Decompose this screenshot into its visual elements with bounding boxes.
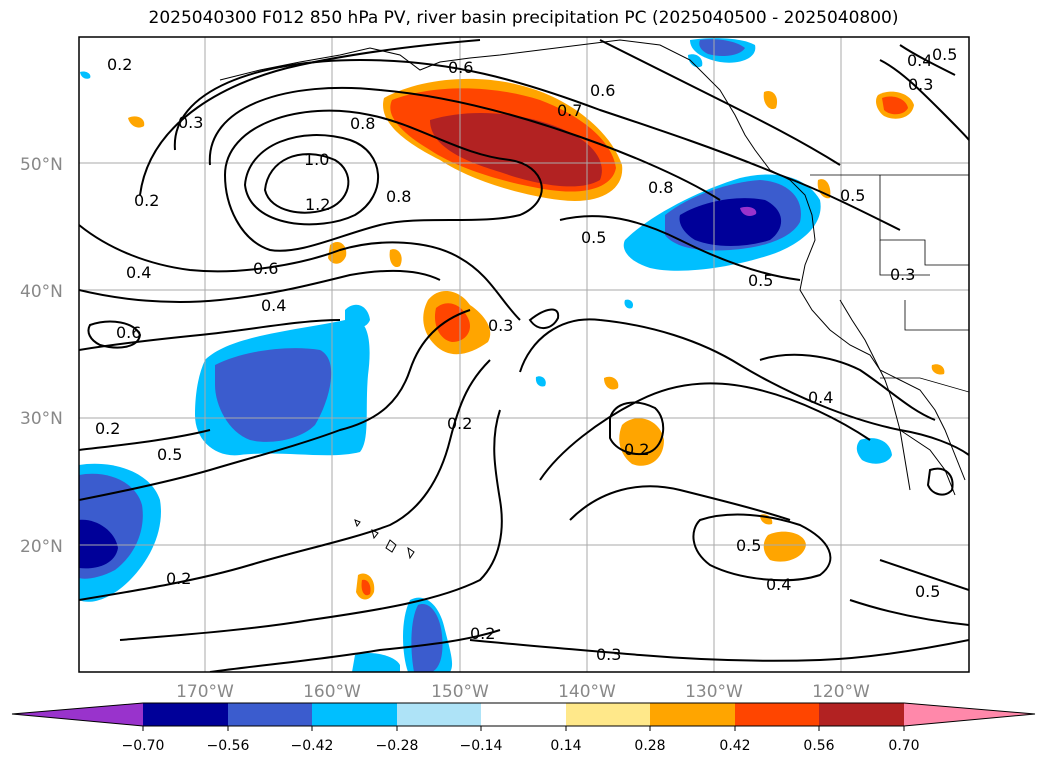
contour-label: 0.2 <box>470 624 495 643</box>
lat-label-20n: 20°N <box>20 537 63 557</box>
contour-label: 0.4 <box>261 296 286 315</box>
lat-label-30n: 30°N <box>20 409 63 429</box>
lon-label-170w: 170°W <box>176 682 234 702</box>
latitude-labels: 50°N 40°N 30°N 20°N <box>20 155 63 557</box>
colorbar-cell <box>481 703 566 726</box>
colorbar-tick-label: −0.70 <box>122 738 165 754</box>
contour-label: 1.2 <box>305 195 330 214</box>
lon-label-150w: 150°W <box>431 682 489 702</box>
lat-label-40n: 40°N <box>20 282 63 302</box>
contour-label: 0.6 <box>448 58 473 77</box>
contour-label: 0.8 <box>648 178 673 197</box>
contour-label: 0.6 <box>116 323 141 342</box>
colorbar-tick-label: 0.56 <box>803 738 834 754</box>
contour-label: 0.2 <box>624 440 649 459</box>
lon-label-130w: 130°W <box>685 682 743 702</box>
map-frame <box>78 36 970 673</box>
contour-label: 0.5 <box>932 45 957 64</box>
contour-labels: 0.2 0.3 0.8 1.0 1.2 0.2 0.8 0.6 0.7 0.6 … <box>95 45 957 664</box>
colorbar-cell <box>12 703 143 726</box>
lon-label-160w: 160°W <box>303 682 361 702</box>
political-borders <box>810 174 969 393</box>
contour-label: 0.5 <box>736 536 761 555</box>
colorbar-cell <box>566 703 650 726</box>
colorbar-cell <box>650 703 735 726</box>
contour-label: 0.2 <box>134 191 159 210</box>
colorbar-cell <box>819 703 904 726</box>
colorbar-cell <box>312 703 397 726</box>
pv-contours <box>79 39 969 672</box>
contour-label: 0.5 <box>748 271 773 290</box>
contour-label: 0.3 <box>596 645 621 664</box>
contour-label: 0.4 <box>766 575 791 594</box>
colorbar: −0.70 −0.56 −0.42 −0.28 −0.14 0.14 0.28 … <box>11 702 1036 754</box>
colorbar-tick-label: 0.28 <box>634 738 665 754</box>
contour-label: 0.4 <box>907 51 932 70</box>
contour-label: 0.5 <box>915 582 940 601</box>
colorbar-tick-label: 0.14 <box>550 738 581 754</box>
contour-label: 1.0 <box>304 150 329 169</box>
contour-label: 0.2 <box>95 419 120 438</box>
contour-label: 0.2 <box>447 414 472 433</box>
contour-label: 0.3 <box>908 75 933 94</box>
contour-label: 0.2 <box>166 569 191 588</box>
contour-label: 0.3 <box>488 316 513 335</box>
lon-label-120w: 120°W <box>812 682 870 702</box>
contour-label: 0.2 <box>107 55 132 74</box>
colorbar-cell <box>143 703 228 726</box>
contour-label: 0.3 <box>178 113 203 132</box>
colorbar-cell <box>397 703 481 726</box>
contour-label: 0.3 <box>890 265 915 284</box>
longitude-labels: 170°W 160°W 150°W 140°W 130°W 120°W <box>176 682 870 702</box>
contour-label: 0.8 <box>386 187 411 206</box>
lon-label-140w: 140°W <box>558 682 616 702</box>
colorbar-tick-label: −0.56 <box>207 738 250 754</box>
coastlines <box>219 39 966 560</box>
contour-label: 0.5 <box>840 186 865 205</box>
contour-label: 0.6 <box>590 81 615 100</box>
lat-label-50n: 50°N <box>20 155 63 175</box>
map-title: 2025040300 F012 850 hPa PV, river basin … <box>148 8 899 28</box>
contour-label: 0.4 <box>808 388 833 407</box>
contour-label: 0.8 <box>350 114 375 133</box>
colorbar-cell <box>228 703 312 726</box>
contour-label: 0.4 <box>126 263 151 282</box>
contour-label: 0.5 <box>581 228 606 247</box>
colorbar-tick-label: −0.28 <box>376 738 419 754</box>
contour-label: 0.6 <box>253 259 278 278</box>
contour-label: 0.5 <box>157 445 182 464</box>
colorbar-cell <box>735 703 819 726</box>
colorbar-cell <box>904 703 1035 726</box>
colorbar-tick-label: 0.70 <box>888 738 919 754</box>
colorbar-tick-label: −0.14 <box>460 738 503 754</box>
colorbar-tick-label: 0.42 <box>719 738 750 754</box>
colorbar-tick-label: −0.42 <box>291 738 334 754</box>
contour-label: 0.7 <box>557 101 582 120</box>
